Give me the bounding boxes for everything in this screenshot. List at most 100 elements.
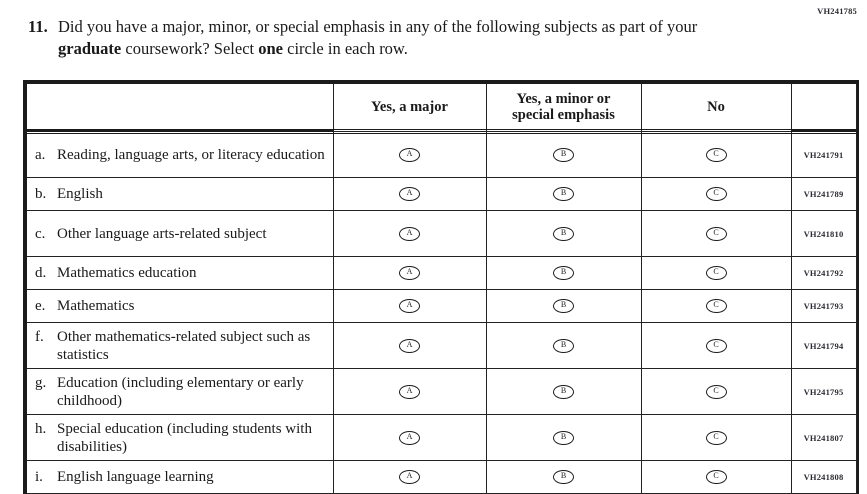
header-row: Yes, a major Yes, a minor or special emp… <box>25 82 857 132</box>
row-label-cell: c. Other language arts-related subject <box>25 210 334 257</box>
response-grid: Yes, a major Yes, a minor or special emp… <box>23 80 859 494</box>
option-bubble-c[interactable]: C <box>705 338 727 353</box>
option-bubble-a[interactable]: A <box>399 338 420 353</box>
option-cell[interactable]: B <box>485 322 642 369</box>
option-bubble-b[interactable]: B <box>553 430 574 445</box>
row-subject-label: Education (including elementary or early… <box>57 374 304 409</box>
row-id-label: VH241792 <box>790 256 857 290</box>
option-cell[interactable]: B <box>485 289 642 323</box>
option-bubble-b[interactable]: B <box>553 226 574 241</box>
option-cell[interactable]: B <box>485 256 642 290</box>
row-subject-label: English language learning <box>57 469 214 485</box>
table-row: e. Mathematics A B C VH241793 <box>25 289 857 323</box>
table-row: a. Reading, language arts, or literacy ed… <box>25 130 857 178</box>
row-subject-label: Mathematics education <box>57 265 197 281</box>
table-row: f. Other mathematics-related subject such… <box>25 322 857 369</box>
option-bubble-a[interactable]: A <box>399 187 420 202</box>
row-label-cell: f. Other mathematics-related subject such… <box>25 322 334 369</box>
option-cell[interactable]: A <box>332 322 487 369</box>
question-block: 11. Did you have a major, minor, or spec… <box>28 16 788 60</box>
row-subject-label: Mathematics <box>57 298 135 314</box>
row-label-cell: g. Education (including elementary or ear… <box>25 368 334 415</box>
option-bubble-c[interactable]: C <box>705 430 727 445</box>
option-bubble-c[interactable]: C <box>705 470 727 485</box>
option-cell[interactable]: B <box>485 460 642 494</box>
option-cell[interactable]: C <box>640 289 792 323</box>
row-subject-label: Special education (including students wi… <box>57 420 312 455</box>
row-label-cell: b. English <box>25 177 334 211</box>
option-cell[interactable]: A <box>332 210 487 257</box>
option-cell[interactable]: C <box>640 177 792 211</box>
option-bubble-b[interactable]: B <box>553 470 574 485</box>
question-number: 11. <box>28 17 48 36</box>
table-row: c. Other language arts-related subject A B C… <box>25 210 857 257</box>
option-cell[interactable]: B <box>485 368 642 415</box>
question-text-part2: coursework? Select <box>121 38 259 58</box>
option-cell[interactable]: B <box>485 414 642 461</box>
row-letter: b. <box>35 186 47 202</box>
option-bubble-c[interactable]: C <box>705 266 727 281</box>
row-id-label: VH241810 <box>790 210 857 257</box>
option-bubble-a[interactable]: A <box>399 299 420 314</box>
row-label-cell: a. Reading, language arts, or literacy ed… <box>25 130 334 178</box>
option-cell[interactable]: A <box>332 177 487 211</box>
option-bubble-b[interactable]: B <box>553 338 574 353</box>
question-text-part1: Did you have a major, minor, or special … <box>58 17 698 36</box>
row-subject-label: Reading, language arts, or literacy educ… <box>57 146 325 163</box>
row-letter: h. <box>35 420 47 437</box>
option-bubble-b[interactable]: B <box>553 384 574 399</box>
option-cell[interactable]: B <box>485 130 642 178</box>
option-cell[interactable]: B <box>485 177 642 211</box>
option-cell[interactable]: C <box>640 322 792 369</box>
header-subject-blank <box>25 82 334 132</box>
option-bubble-a[interactable]: A <box>399 430 420 445</box>
row-label-cell: h. Special education (including students … <box>25 414 334 461</box>
row-label-cell: i. English language learning <box>25 460 334 494</box>
option-cell[interactable]: A <box>332 289 487 323</box>
table-row: b. English A B C VH241789 <box>25 177 857 211</box>
form-id-label: VH241785 <box>817 6 857 16</box>
option-bubble-b[interactable]: B <box>553 147 574 162</box>
option-cell[interactable]: C <box>640 256 792 290</box>
header-yes-minor-line1: Yes, a minor or <box>516 91 611 108</box>
option-bubble-b[interactable]: B <box>553 299 574 314</box>
row-id-label: VH241807 <box>790 414 857 461</box>
row-letter: d. <box>35 265 47 281</box>
option-cell[interactable]: A <box>332 460 487 494</box>
header-yes-minor-line2: special emphasis <box>512 107 615 124</box>
question-bold-graduate: graduate <box>58 38 122 58</box>
row-letter: i. <box>35 469 43 485</box>
row-label-cell: e. Mathematics <box>25 289 334 323</box>
option-bubble-c[interactable]: C <box>705 384 727 399</box>
option-bubble-a[interactable]: A <box>399 147 420 162</box>
option-cell[interactable]: A <box>332 130 487 178</box>
grid-header: Yes, a major Yes, a minor or special emp… <box>25 82 857 132</box>
option-bubble-c[interactable]: C <box>705 226 727 241</box>
option-bubble-b[interactable]: B <box>553 187 574 202</box>
option-cell[interactable]: C <box>640 210 792 257</box>
row-id-label: VH241795 <box>790 368 857 415</box>
option-bubble-a[interactable]: A <box>399 226 420 241</box>
row-letter: e. <box>35 298 46 314</box>
option-cell[interactable]: C <box>640 414 792 461</box>
header-id-blank <box>790 82 857 132</box>
option-bubble-c[interactable]: C <box>705 147 727 162</box>
option-cell[interactable]: C <box>640 368 792 415</box>
header-yes-major: Yes, a major <box>332 82 487 132</box>
row-letter: g. <box>35 374 47 391</box>
option-cell[interactable]: C <box>640 460 792 494</box>
table-row: h. Special education (including students … <box>25 414 857 461</box>
option-bubble-c[interactable]: C <box>705 299 727 314</box>
option-cell[interactable]: A <box>332 368 487 415</box>
row-subject-label: Other language arts-related subject <box>57 225 267 242</box>
option-cell[interactable]: A <box>332 414 487 461</box>
option-cell[interactable]: B <box>485 210 642 257</box>
option-bubble-c[interactable]: C <box>705 187 727 202</box>
option-bubble-a[interactable]: A <box>399 384 420 399</box>
option-cell[interactable]: A <box>332 256 487 290</box>
option-bubble-b[interactable]: B <box>553 266 574 281</box>
option-cell[interactable]: C <box>640 130 792 178</box>
option-bubble-a[interactable]: A <box>399 470 420 485</box>
row-label-cell: d. Mathematics education <box>25 256 334 290</box>
option-bubble-a[interactable]: A <box>399 266 420 281</box>
